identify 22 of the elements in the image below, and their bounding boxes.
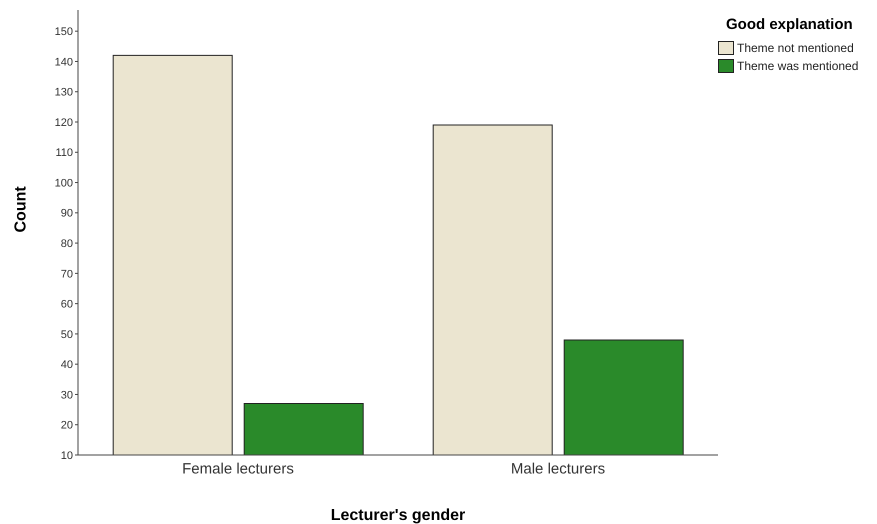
- legend-label: Theme was mentioned: [737, 59, 858, 73]
- y-tick-label: 80: [60, 238, 73, 250]
- x-tick-label: Male lecturers: [510, 460, 606, 478]
- y-tick-label: 10: [60, 450, 73, 462]
- y-tick-label: 60: [60, 298, 73, 311]
- y-tick-label: 150: [54, 26, 73, 38]
- x-tick-label: Female lecturers: [182, 460, 294, 478]
- y-axis-title: Count: [12, 186, 30, 232]
- legend-label: Theme not mentioned: [737, 41, 854, 55]
- y-tick-label: 70: [60, 268, 73, 280]
- y-tick-label: 50: [60, 328, 73, 341]
- y-tick-label: 20: [60, 420, 73, 432]
- y-tick-label: 120: [54, 116, 73, 129]
- y-tick-label: 140: [54, 56, 73, 68]
- y-tick-label: 30: [60, 389, 73, 402]
- y-tick-label: 110: [55, 147, 73, 160]
- y-tick-label: 130: [54, 86, 73, 99]
- y-tick-label: 100: [54, 177, 73, 190]
- legend-title: Good explanation: [726, 16, 854, 33]
- y-tick-label: 40: [60, 359, 73, 372]
- y-tick-label: 90: [60, 208, 73, 220]
- x-axis-title: Lecturer's gender: [330, 507, 466, 524]
